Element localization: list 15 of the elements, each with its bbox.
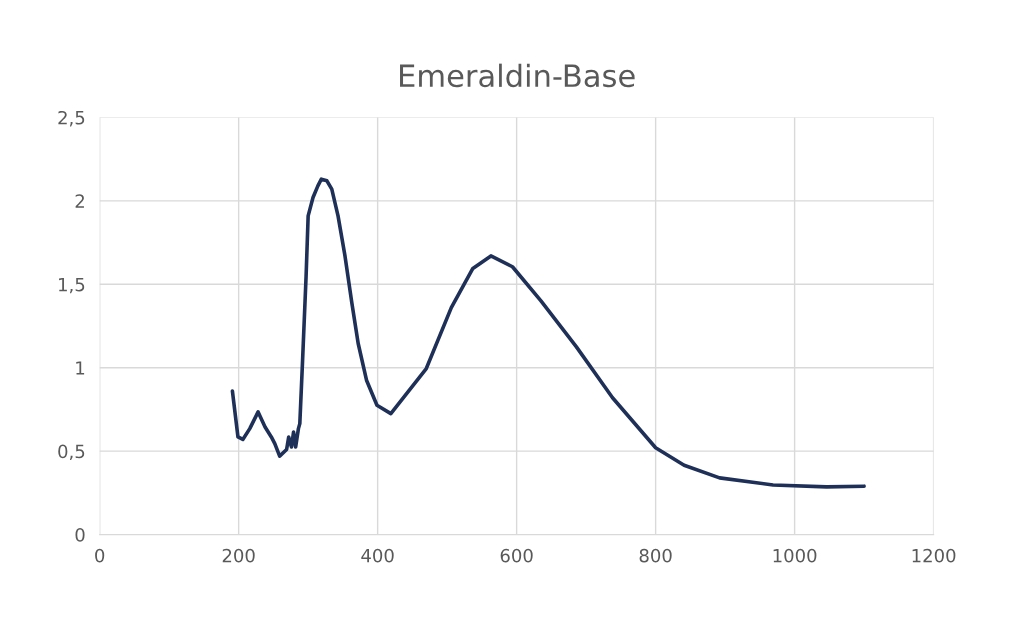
x-tick-label: 800	[639, 548, 672, 563]
y-tick-label: 1	[76, 361, 85, 375]
x-tick-label: 0	[95, 548, 105, 563]
x-tick-label: 600	[500, 548, 533, 563]
x-tick-label: 200	[222, 548, 255, 563]
y-tick-label: 0	[75, 528, 85, 542]
line-series	[230, 177, 866, 489]
x-tick-label: 1000	[773, 548, 817, 563]
x-tick-label: 1200	[912, 548, 956, 563]
y-tick-label: 2,5	[58, 110, 85, 127]
y-tick-label: 0,5	[58, 444, 85, 461]
chart-title: Emeraldin-Base	[400, 63, 635, 88]
x-tick-label: 400	[361, 548, 394, 563]
y-tick-label: 2	[75, 194, 84, 208]
y-tick-label: 1,5	[59, 277, 85, 294]
